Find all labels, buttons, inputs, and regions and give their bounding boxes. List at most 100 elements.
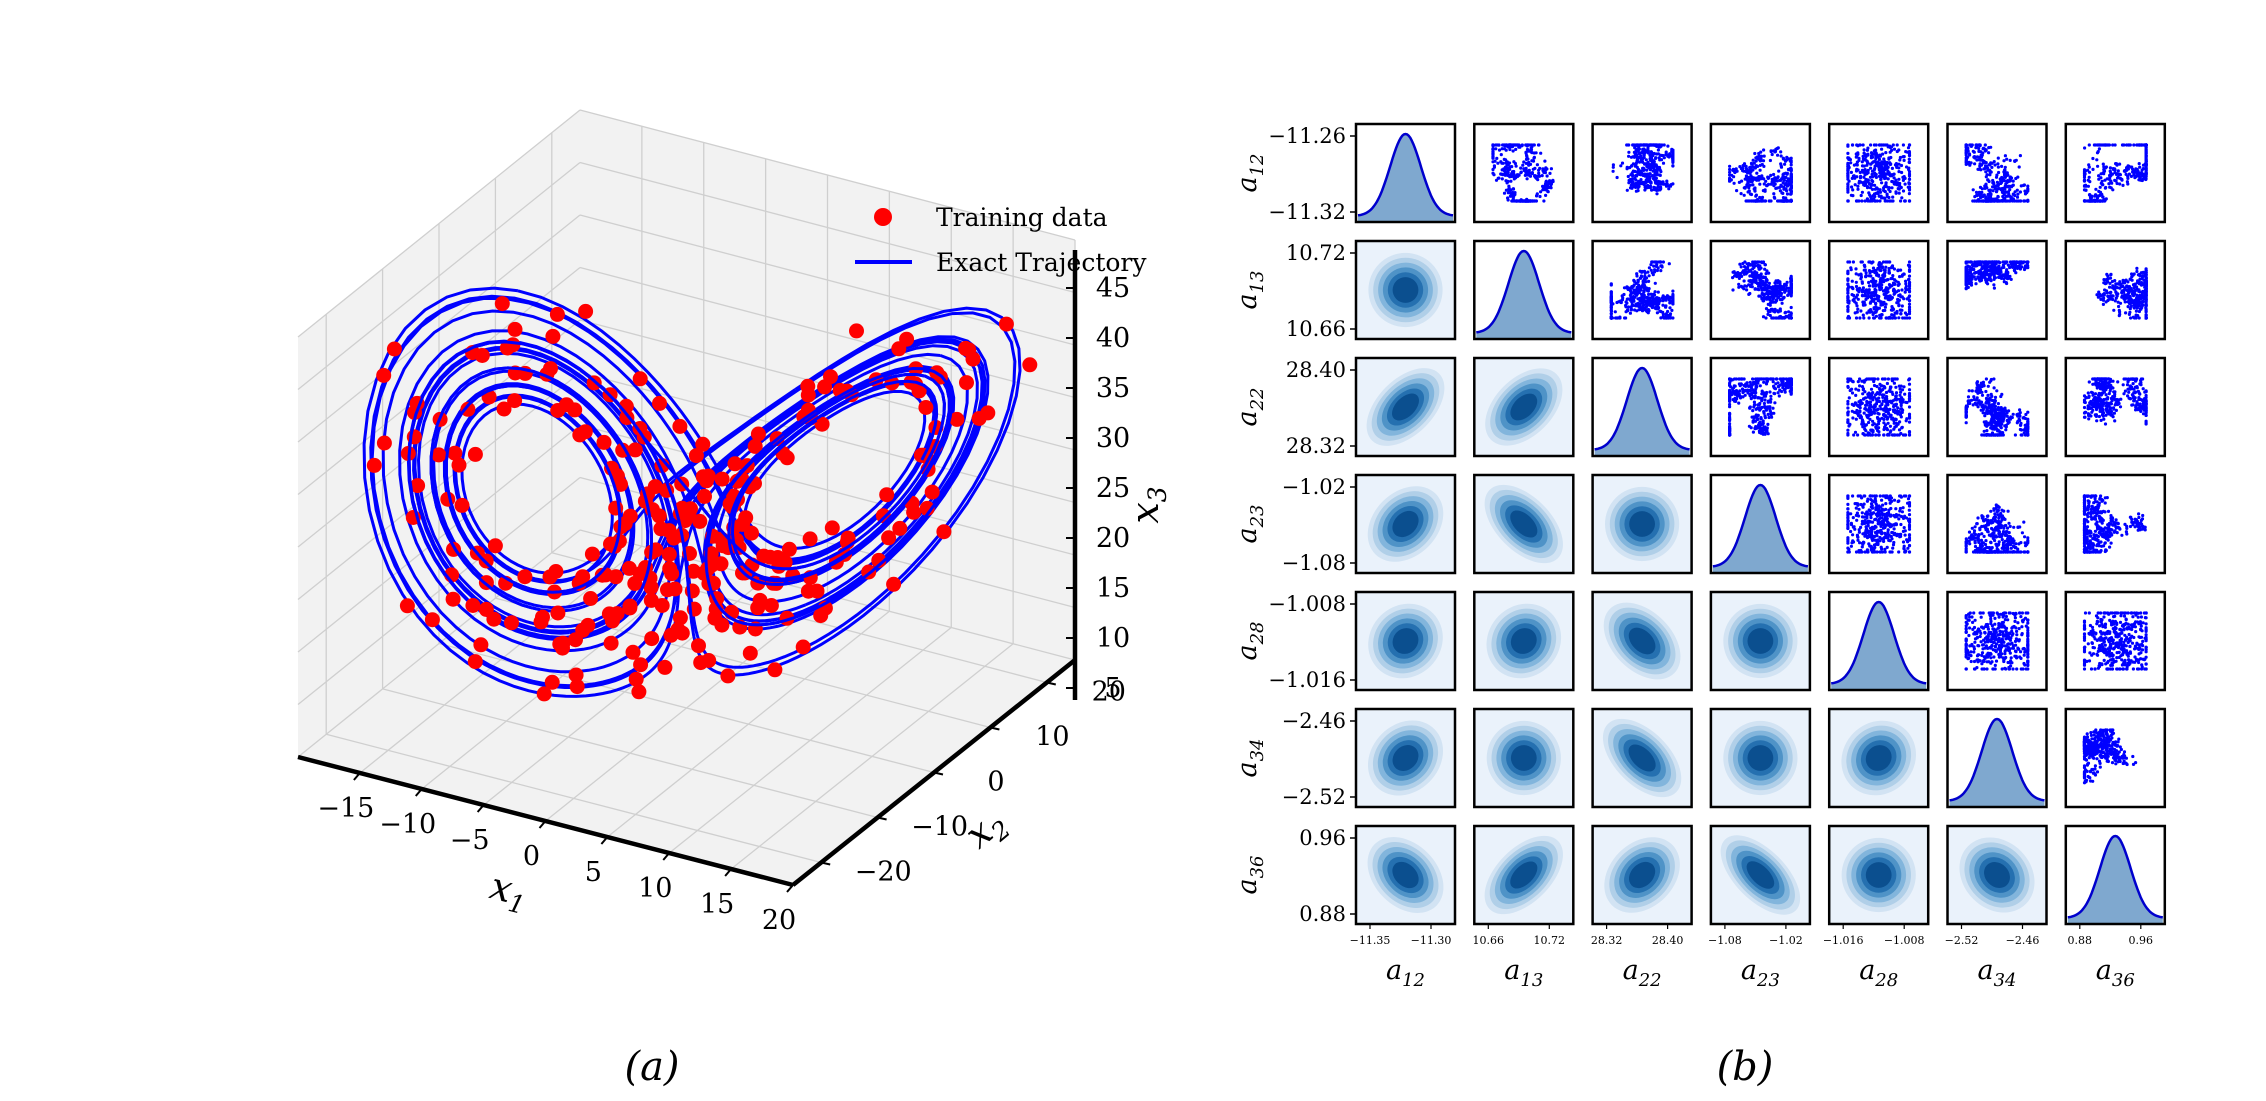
sample-point: [1856, 184, 1860, 188]
sample-point: [1881, 167, 1885, 171]
sample-point: [1868, 260, 1872, 264]
training-point: [505, 337, 521, 353]
sample-point: [1667, 187, 1671, 191]
training-point: [544, 674, 560, 690]
training-point: [674, 625, 690, 641]
training-point: [460, 401, 476, 417]
sample-point: [2101, 162, 2105, 166]
sample-point: [1990, 161, 1994, 165]
sample-point: [1776, 176, 1780, 180]
sample-point: [1545, 174, 1549, 178]
training-point: [622, 508, 638, 524]
sample-point: [1874, 288, 1878, 292]
sample-point: [1900, 273, 1905, 277]
sample-point: [2111, 286, 2115, 290]
training-point: [548, 564, 564, 579]
training-point: [672, 418, 688, 434]
sample-point: [1907, 143, 1912, 147]
sample-point: [1846, 316, 1850, 320]
sample-point: [2008, 265, 2012, 270]
sample-point: [2098, 185, 2102, 189]
sample-point: [1860, 190, 1864, 194]
sample-point: [1763, 199, 1767, 203]
sample-point: [1764, 272, 1768, 276]
training-point: [486, 611, 502, 627]
sample-point: [1511, 187, 1515, 191]
sample-point: [1890, 296, 1894, 301]
sample-point: [1883, 190, 1887, 194]
sample-point: [1648, 167, 1652, 171]
training-point: [536, 686, 552, 702]
sample-point: [1670, 308, 1674, 312]
sample-point: [1627, 150, 1631, 154]
sample-point: [1779, 150, 1783, 154]
sample-point: [1657, 182, 1661, 186]
sample-point: [1999, 180, 2003, 184]
sample-point: [1899, 268, 1903, 272]
cell-frame: [1473, 122, 1575, 224]
sample-point: [2109, 294, 2113, 298]
sample-point: [1883, 176, 1887, 180]
grid-line: [579, 266, 1076, 399]
training-point: [814, 416, 830, 432]
sample-point: [1780, 191, 1784, 195]
x1-tick-label: −5: [450, 825, 490, 856]
sample-point: [1907, 170, 1912, 174]
sample-point: [1981, 199, 1985, 203]
sample-point: [1878, 190, 1883, 194]
sample-point: [1533, 174, 1537, 178]
sample-point: [1883, 305, 1887, 309]
sample-point: [1743, 186, 1747, 190]
pair-cell-a12-a13: [1473, 122, 1575, 224]
sample-point: [1854, 280, 1858, 284]
sample-point: [1779, 165, 1784, 169]
sample-point: [1648, 157, 1652, 161]
sample-point: [1668, 314, 1672, 318]
training-point: [879, 487, 895, 503]
sample-point: [1528, 174, 1533, 178]
sample-point: [1871, 179, 1875, 184]
sample-point: [1659, 316, 1663, 320]
sample-point: [1846, 308, 1850, 312]
panel-b-pair-plot: −11.26−11.32a1210.7210.66a1328.4028.32a2…: [1232, 122, 2167, 1090]
sample-point: [1502, 147, 1506, 151]
sample-point: [1501, 161, 1505, 165]
sample-point: [1869, 166, 1873, 170]
sample-point: [1866, 146, 1870, 150]
sample-point: [1887, 156, 1891, 160]
sample-point: [1615, 300, 1619, 305]
sample-point: [1511, 199, 1515, 203]
x2-tick-mark: [990, 726, 1000, 731]
sample-point: [2025, 199, 2030, 203]
x3-tick-label: 35: [1096, 373, 1130, 404]
sample-point: [1899, 308, 1903, 312]
sample-point: [1747, 262, 1751, 266]
sample-point: [1760, 199, 1764, 203]
sample-point: [1863, 173, 1867, 177]
sample-point: [1758, 274, 1762, 278]
sample-point: [1996, 165, 2000, 169]
x1-tick-label: 0: [523, 841, 540, 872]
sample-point: [1734, 167, 1738, 171]
sample-point: [1776, 279, 1780, 283]
sample-point: [2096, 199, 2100, 203]
sample-point: [2005, 268, 2009, 272]
training-point: [545, 328, 561, 344]
sample-point: [1900, 196, 1904, 200]
sample-point: [1846, 143, 1850, 147]
kde-fill: [1358, 134, 1453, 222]
x1-tick-mark: [724, 868, 732, 877]
sample-point: [1888, 316, 1892, 320]
sample-point: [2144, 269, 2148, 273]
sample-point: [1846, 168, 1850, 173]
sample-point: [1626, 305, 1631, 309]
grid-line: [326, 733, 822, 864]
sample-point: [2082, 178, 2087, 182]
sample-point: [1773, 281, 1777, 285]
training-point: [578, 303, 594, 319]
sample-point: [1887, 271, 1891, 275]
sample-point: [1511, 149, 1515, 153]
sample-point: [1884, 316, 1888, 320]
sample-point: [1885, 192, 1889, 196]
